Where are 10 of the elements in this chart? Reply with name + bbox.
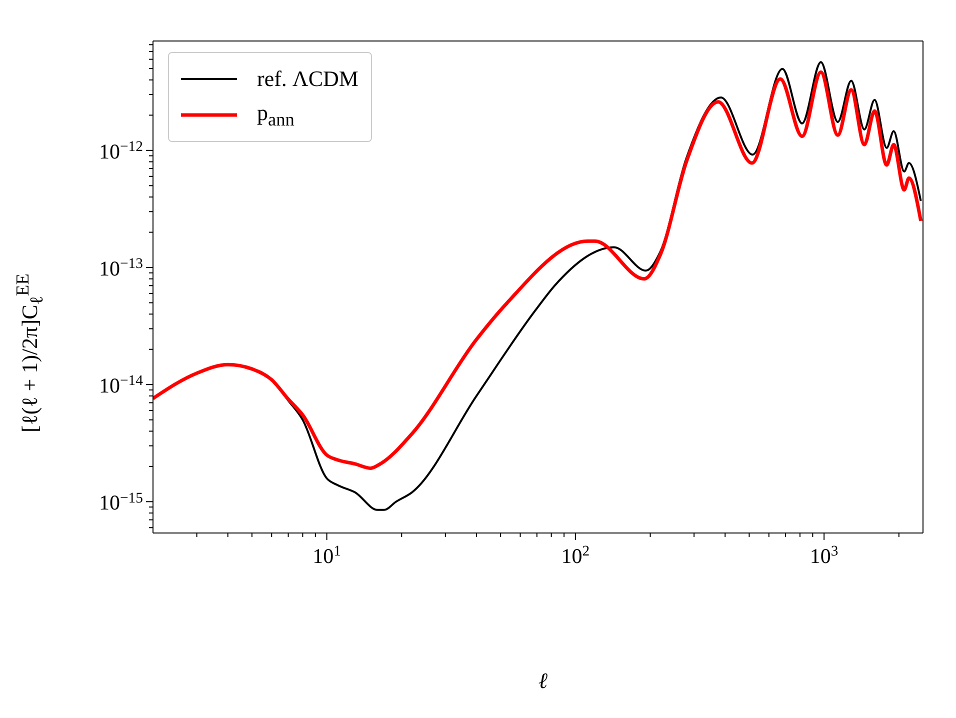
x-tick-label: 10$^{1}$ — [312, 544, 341, 568]
y-tick-label: 10$^{−15}$ — [99, 490, 143, 515]
x-axis-title: ℓ — [538, 668, 548, 694]
y-tick-label: 10$^{−13}$ — [99, 256, 143, 280]
y-tick-label: 10$^{−14}$ — [99, 373, 144, 398]
x-tick-label: 10$^{3}$ — [810, 544, 838, 568]
legend-label: p$_{ann}$ — [257, 100, 294, 130]
x-tick-label: 10$^{2}$ — [561, 544, 590, 568]
legend-label: ref. ΛCDM — [257, 66, 358, 92]
y-tick-label: 10$^{−12}$ — [99, 139, 143, 164]
